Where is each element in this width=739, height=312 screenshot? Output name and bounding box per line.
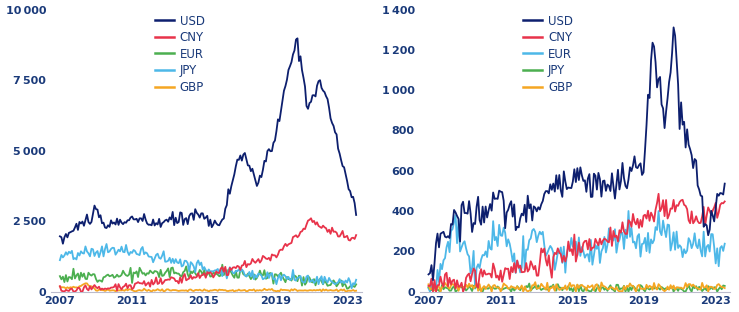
Legend: USD, CNY, EUR, JPY, GBP: USD, CNY, EUR, JPY, GBP (150, 10, 209, 98)
Legend: USD, CNY, EUR, JPY, GBP: USD, CNY, EUR, JPY, GBP (519, 10, 578, 98)
